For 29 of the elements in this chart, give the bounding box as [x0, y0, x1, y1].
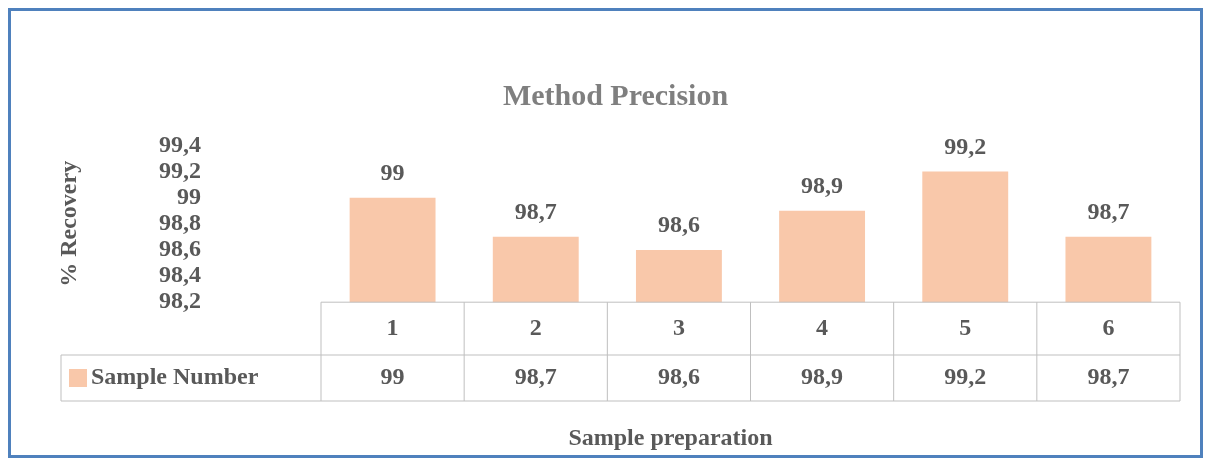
x-tick-label: 2: [529, 313, 542, 340]
chart-title: Method Precision: [502, 78, 729, 112]
data-label: 99: [380, 363, 405, 390]
y-tick-label: 98,8: [159, 209, 201, 235]
text: 98,7: [1087, 198, 1130, 225]
y-tick-label: 98,6: [159, 235, 201, 262]
text: 99: [380, 158, 405, 185]
text: 98,6: [657, 211, 700, 238]
x-tick-label: 6: [1102, 313, 1115, 340]
y-tick-label: 99,2: [159, 156, 201, 183]
text: 99,2: [944, 132, 987, 159]
y-tick-label: 98,4: [159, 261, 201, 288]
y-tick-label: 99,4: [159, 130, 201, 157]
data-label: 98,6: [657, 363, 700, 390]
legend-label: Sample Number: [91, 363, 259, 390]
x-tick-label: 1: [386, 313, 399, 340]
text: 98,9: [801, 171, 844, 198]
x-tick-label: 3: [672, 313, 685, 340]
data-label: 98,7: [514, 363, 557, 390]
y-tick-label: 99: [177, 182, 201, 209]
x-tick-label: 5: [959, 313, 972, 340]
x-tick-label: 4: [816, 313, 829, 340]
text: 98,7: [514, 198, 557, 225]
x-axis-title: Sample preparation: [568, 424, 773, 451]
y-axis-title: % Recovery: [54, 160, 81, 287]
y-tick-label: 98,2: [159, 287, 201, 314]
data-label: 99,2: [944, 363, 987, 390]
data-label: 98,7: [1087, 363, 1130, 390]
data-label: 98,9: [801, 363, 844, 390]
